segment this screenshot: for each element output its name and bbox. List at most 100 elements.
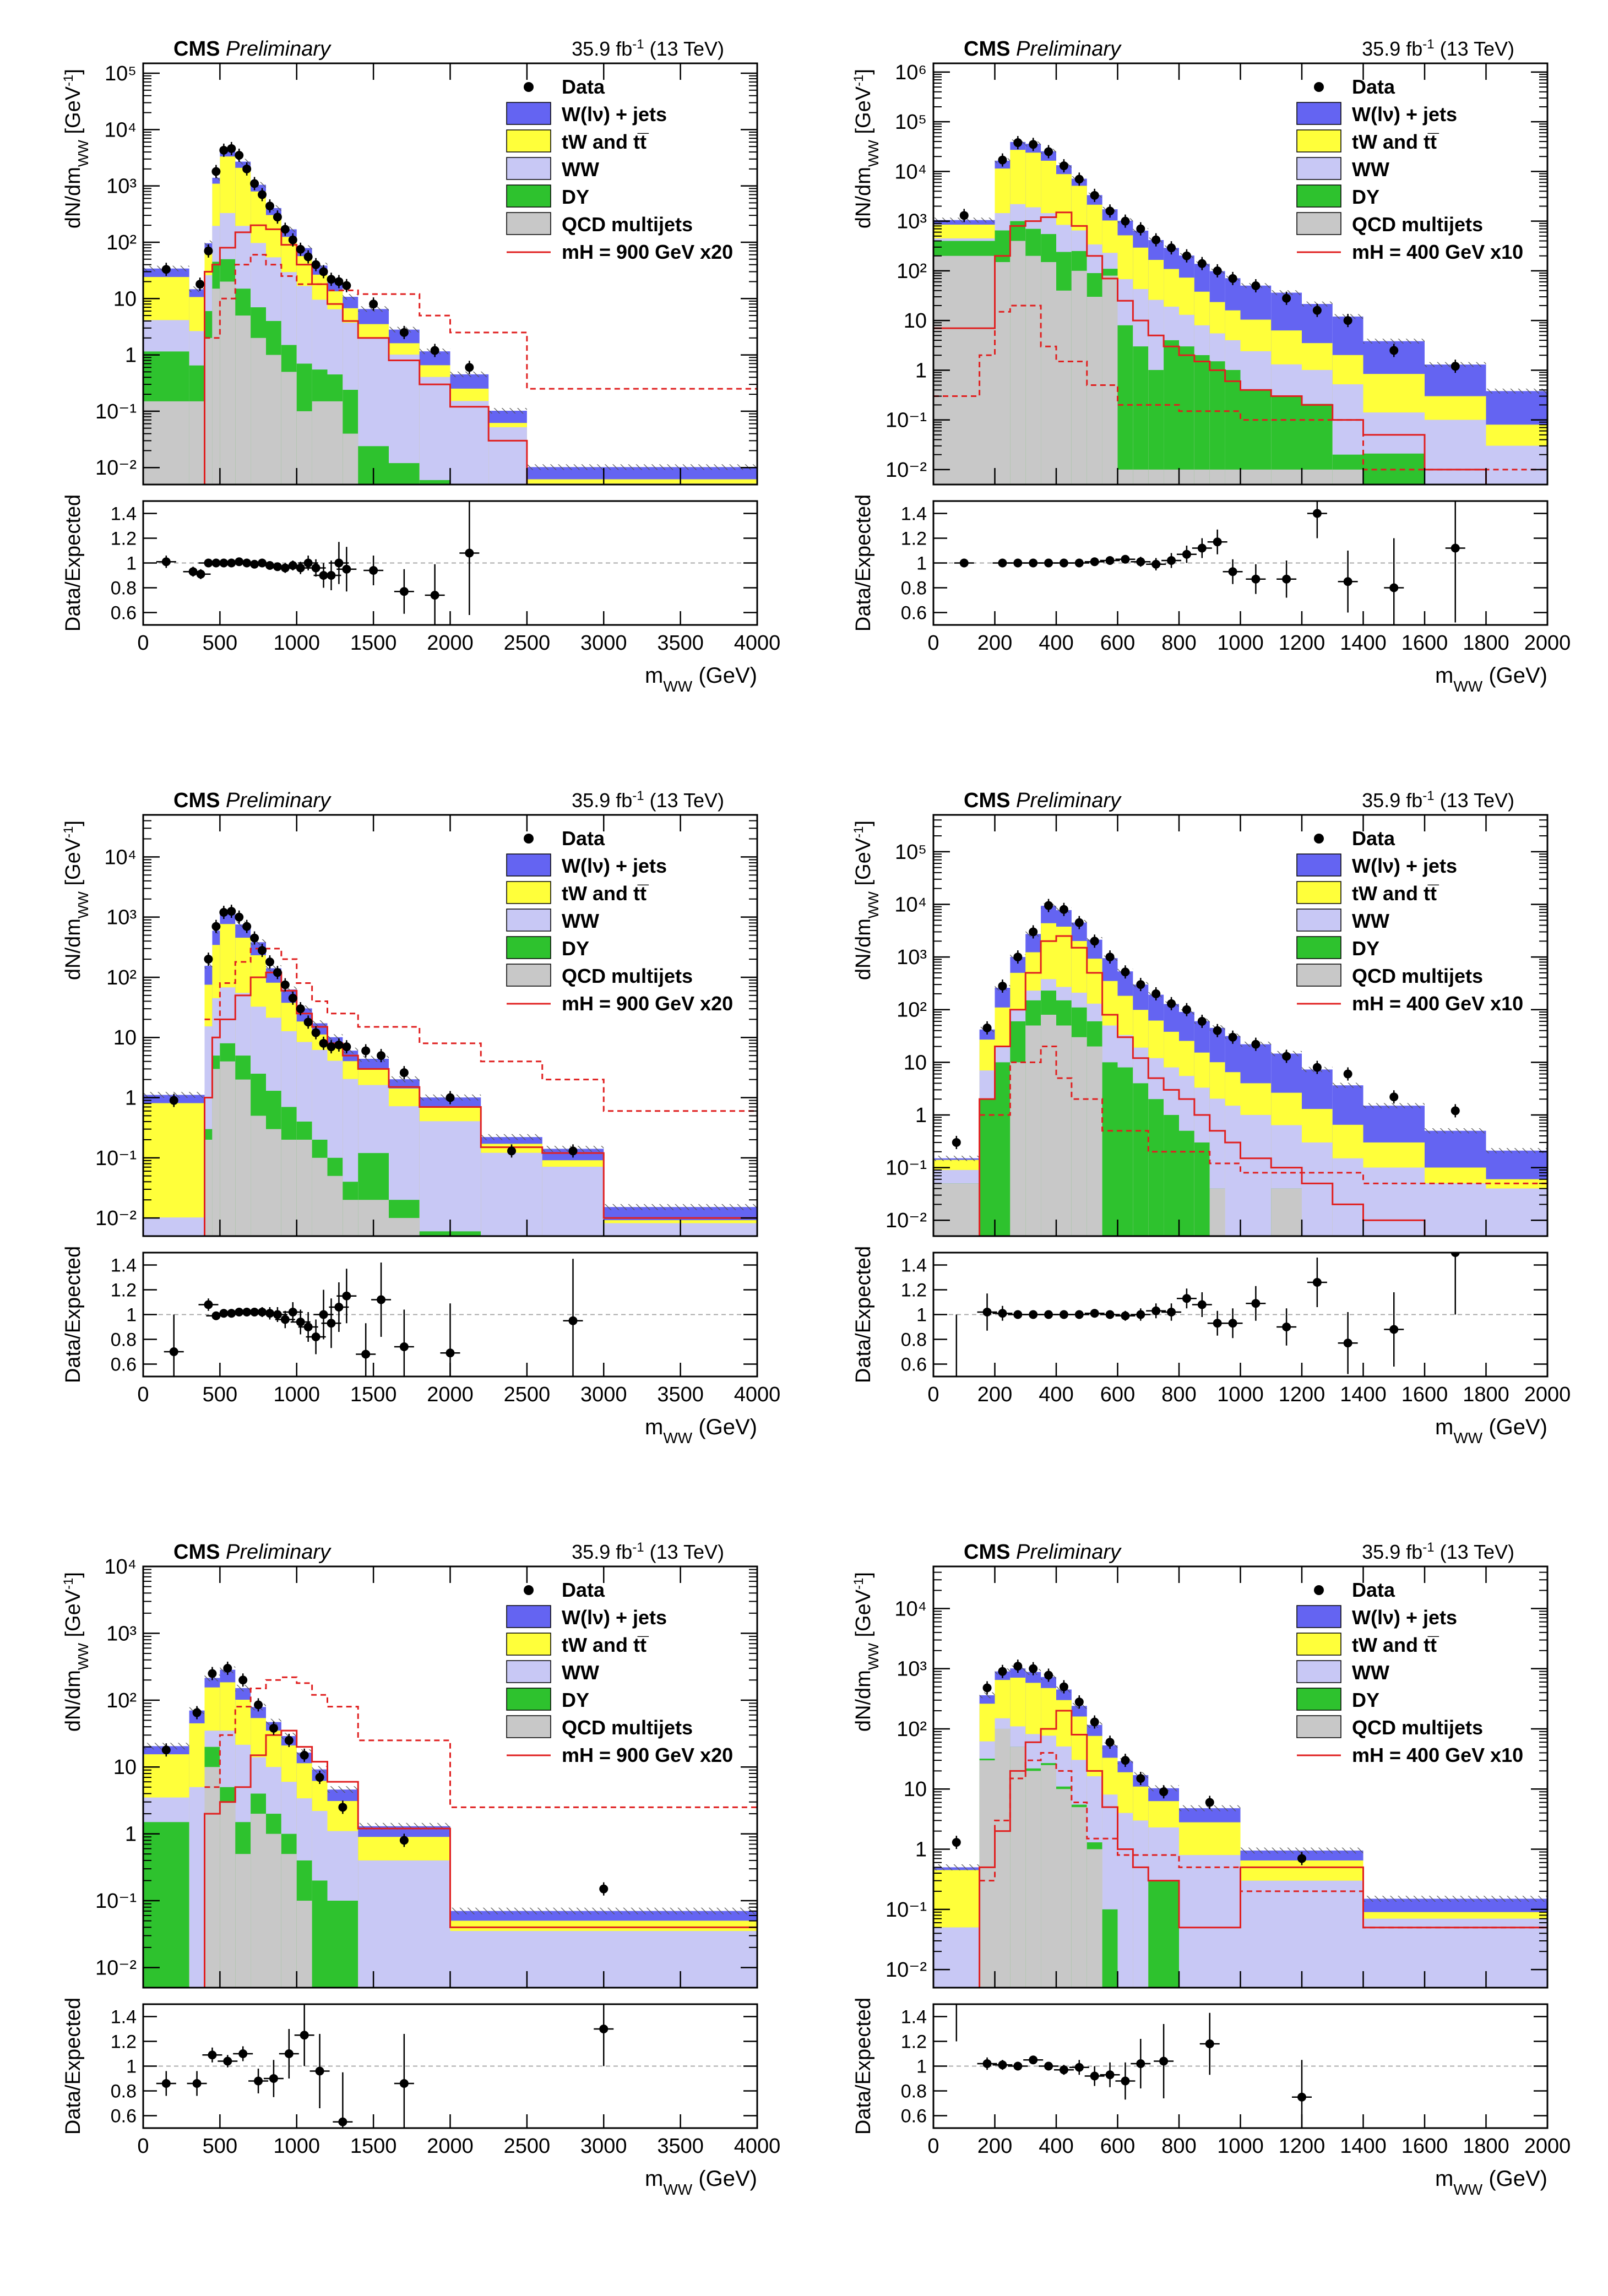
x-tick-label: 3500 xyxy=(657,632,704,655)
y-tick-label: 10⁵ xyxy=(895,111,927,134)
cms-label: CMS Preliminary xyxy=(964,37,1122,61)
y-tick-label: 10 xyxy=(113,1756,137,1779)
bar-qcd xyxy=(312,1157,328,1236)
data-point xyxy=(1213,1026,1222,1035)
bar-qcd xyxy=(327,1176,343,1236)
ratio-point xyxy=(227,1309,236,1318)
data-point xyxy=(1312,1063,1322,1072)
x-tick-label: 2000 xyxy=(427,632,474,655)
ratio-panel: 0.6 0.8 1 1.2 1.4 0 500 1000 1500 2000 2500 3000 350… xyxy=(62,1998,780,2158)
bar-qcd xyxy=(1041,262,1056,485)
bar-qcd xyxy=(143,401,189,485)
y-tick-label: 10⁴ xyxy=(104,1555,137,1579)
x-tick-label: 0 xyxy=(927,632,939,655)
ratio-point xyxy=(1029,1310,1038,1319)
data-point xyxy=(280,980,290,989)
bar-qcd xyxy=(1133,469,1149,485)
y-tick-label: 10² xyxy=(897,260,927,283)
x-tick-label: 2000 xyxy=(1524,2135,1571,2158)
ratio-point xyxy=(430,591,439,600)
data-point xyxy=(1059,905,1068,914)
uncertainty-band xyxy=(1363,1896,1547,1902)
bar-ww xyxy=(189,1787,205,1988)
ratio-point xyxy=(1074,2063,1084,2072)
legend: Data W(lν) + jets tW and tt̅ WW DY QCD multij… xyxy=(1296,75,1523,263)
data-point xyxy=(1343,316,1352,325)
data-point xyxy=(211,922,221,931)
ratio-point xyxy=(342,1291,351,1301)
ratio-y-axis-label: Data/Expected xyxy=(62,494,85,632)
bar-qcd xyxy=(343,433,358,485)
ratio-point xyxy=(952,1397,961,1406)
ratio-y-tick-label: 1 xyxy=(126,553,137,574)
legend: Data W(lν) + jets tW and tt̅ WW DY QCD multij… xyxy=(1296,1579,1523,1766)
ratio-point xyxy=(223,2056,232,2066)
legend-label-dy: DY xyxy=(1352,186,1379,208)
y-tick-label: 10⁻¹ xyxy=(886,1157,927,1180)
ratio-y-axis-label: Data/Expected xyxy=(852,1998,875,2135)
ratio-point xyxy=(982,2059,992,2068)
bar-ww xyxy=(1486,1188,1547,1236)
bar-qcd xyxy=(281,1854,297,1988)
uncertainty-band xyxy=(235,159,251,165)
cms-label: CMS Preliminary xyxy=(964,1541,1122,1564)
lumi-label: 35.9 fb-1 (13 TeV) xyxy=(1362,788,1514,812)
ratio-frame xyxy=(142,2003,758,2129)
legend-label-ww: WW xyxy=(1352,910,1389,932)
cms-label: CMS Preliminary xyxy=(173,789,332,812)
lumi-label: 35.9 fb-1 (13 TeV) xyxy=(572,37,724,61)
x-tick-label: 2500 xyxy=(504,632,551,655)
bar-qcd xyxy=(933,1183,980,1236)
data-point xyxy=(1136,1774,1145,1783)
bar-dy xyxy=(1164,340,1179,485)
ratio-point xyxy=(311,563,320,573)
ratio-point xyxy=(399,1342,409,1351)
legend-swatch-dy xyxy=(1296,1688,1341,1711)
data-point xyxy=(1105,953,1115,962)
ratio-point xyxy=(952,1988,961,1996)
ratio-y-tick-label: 0.6 xyxy=(901,603,927,624)
bar-ww xyxy=(1486,445,1547,485)
ratio-y-tick-label: 0.8 xyxy=(901,578,927,599)
ratio-point xyxy=(300,2031,309,2040)
data-point xyxy=(1013,1662,1023,1671)
uncertainty-band xyxy=(979,1692,995,1699)
x-tick-label: 200 xyxy=(977,2135,1012,2158)
ratio-point xyxy=(227,558,236,568)
data-point xyxy=(430,346,439,355)
ratio-point xyxy=(1029,2055,1038,2065)
ratio-y-tick-label: 1 xyxy=(916,1305,927,1326)
cms-label: CMS Preliminary xyxy=(964,789,1122,812)
y-tick-label: 10⁻¹ xyxy=(95,1147,137,1170)
x-tick-label: 600 xyxy=(1100,632,1135,655)
y-tick-label: 10² xyxy=(106,1689,137,1712)
ratio-point xyxy=(238,2049,248,2058)
y-axis-label: dN/dmWW [GeV-1] xyxy=(851,69,882,228)
ratio-y-axis-label: Data/Expected xyxy=(62,1998,85,2135)
x-tick-label: 400 xyxy=(1039,632,1073,655)
ratio-point xyxy=(1029,558,1038,568)
y-tick-label: 10⁻² xyxy=(95,1207,137,1230)
ratio-point xyxy=(1451,1253,1460,1257)
data-point xyxy=(238,1675,248,1685)
ratio-point xyxy=(1197,543,1207,553)
legend-data-marker xyxy=(1314,1585,1324,1595)
signal-dashed xyxy=(979,1046,1547,1184)
bar-qcd xyxy=(220,281,236,485)
ratio-point xyxy=(1312,509,1322,518)
uncertainty-band xyxy=(327,1034,343,1041)
signal-solid xyxy=(933,1710,1547,1988)
ratio-point xyxy=(280,1315,290,1324)
x-tick-label: 4000 xyxy=(734,1383,781,1406)
legend-label-wjets: W(lν) + jets xyxy=(562,855,667,877)
stack xyxy=(933,899,1547,1236)
legend: Data W(lν) + jets tW and tt̅ WW DY QCD multij… xyxy=(506,827,733,1015)
bar-qcd xyxy=(1025,1771,1041,1988)
legend-label-ww: WW xyxy=(562,1661,599,1684)
x-tick-label: 0 xyxy=(927,2135,939,2158)
data-point xyxy=(1090,937,1099,946)
data-point xyxy=(208,1669,217,1678)
legend-data-marker xyxy=(524,834,534,844)
ratio-point xyxy=(1074,558,1084,568)
